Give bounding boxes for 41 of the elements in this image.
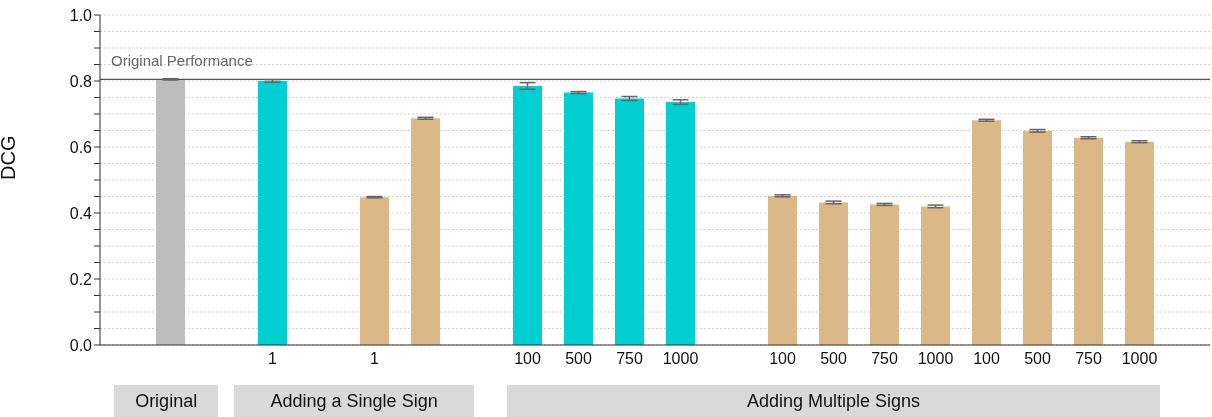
x-tick-label: 1: [268, 350, 278, 368]
x-tick-label: 750: [1075, 350, 1102, 368]
bar: [258, 81, 287, 345]
y-tick-label: 0.6: [69, 138, 93, 156]
bar: [411, 118, 440, 345]
bar: [768, 195, 797, 345]
x-tick-label: 500: [1024, 350, 1051, 368]
y-axis-title: DCG: [0, 135, 20, 180]
x-tick-label: 500: [565, 350, 592, 368]
x-tick-label: 100: [973, 350, 1000, 368]
y-tick-label: 0.4: [69, 204, 93, 222]
x-tick-label: 750: [871, 350, 898, 368]
x-tick-label: 500: [820, 350, 847, 368]
y-tick-label: 0.2: [69, 270, 93, 288]
bar: [360, 197, 389, 345]
x-tick-label: 100: [769, 350, 796, 368]
x-tick-label: 1: [370, 350, 380, 368]
x-tick-label: 100: [514, 350, 541, 368]
text: Adding a Single Sign: [234, 385, 474, 417]
text: Adding Multiple Signs: [507, 385, 1160, 417]
bar: [513, 85, 542, 345]
x-tick-label: 1000: [1121, 350, 1158, 368]
text: Original: [114, 385, 218, 417]
bar: [1125, 141, 1154, 345]
bar: [1023, 130, 1052, 345]
bar: [1074, 137, 1103, 345]
y-tick-label: 1.0: [69, 6, 93, 24]
bar: [615, 98, 644, 345]
bar: [156, 79, 185, 345]
bar: [819, 202, 848, 345]
bar: [972, 120, 1001, 345]
y-tick-label: 0.8: [69, 72, 93, 90]
x-tick-label: 750: [616, 350, 643, 368]
x-tick-label: 1000: [662, 350, 699, 368]
bar: [870, 204, 899, 345]
bar: [921, 206, 950, 345]
bar: [666, 102, 695, 345]
y-tick-label: 0.0: [69, 336, 93, 354]
ref-line-label: Original Performance: [111, 52, 253, 70]
bar: [564, 92, 593, 345]
x-tick-label: 1000: [917, 350, 954, 368]
